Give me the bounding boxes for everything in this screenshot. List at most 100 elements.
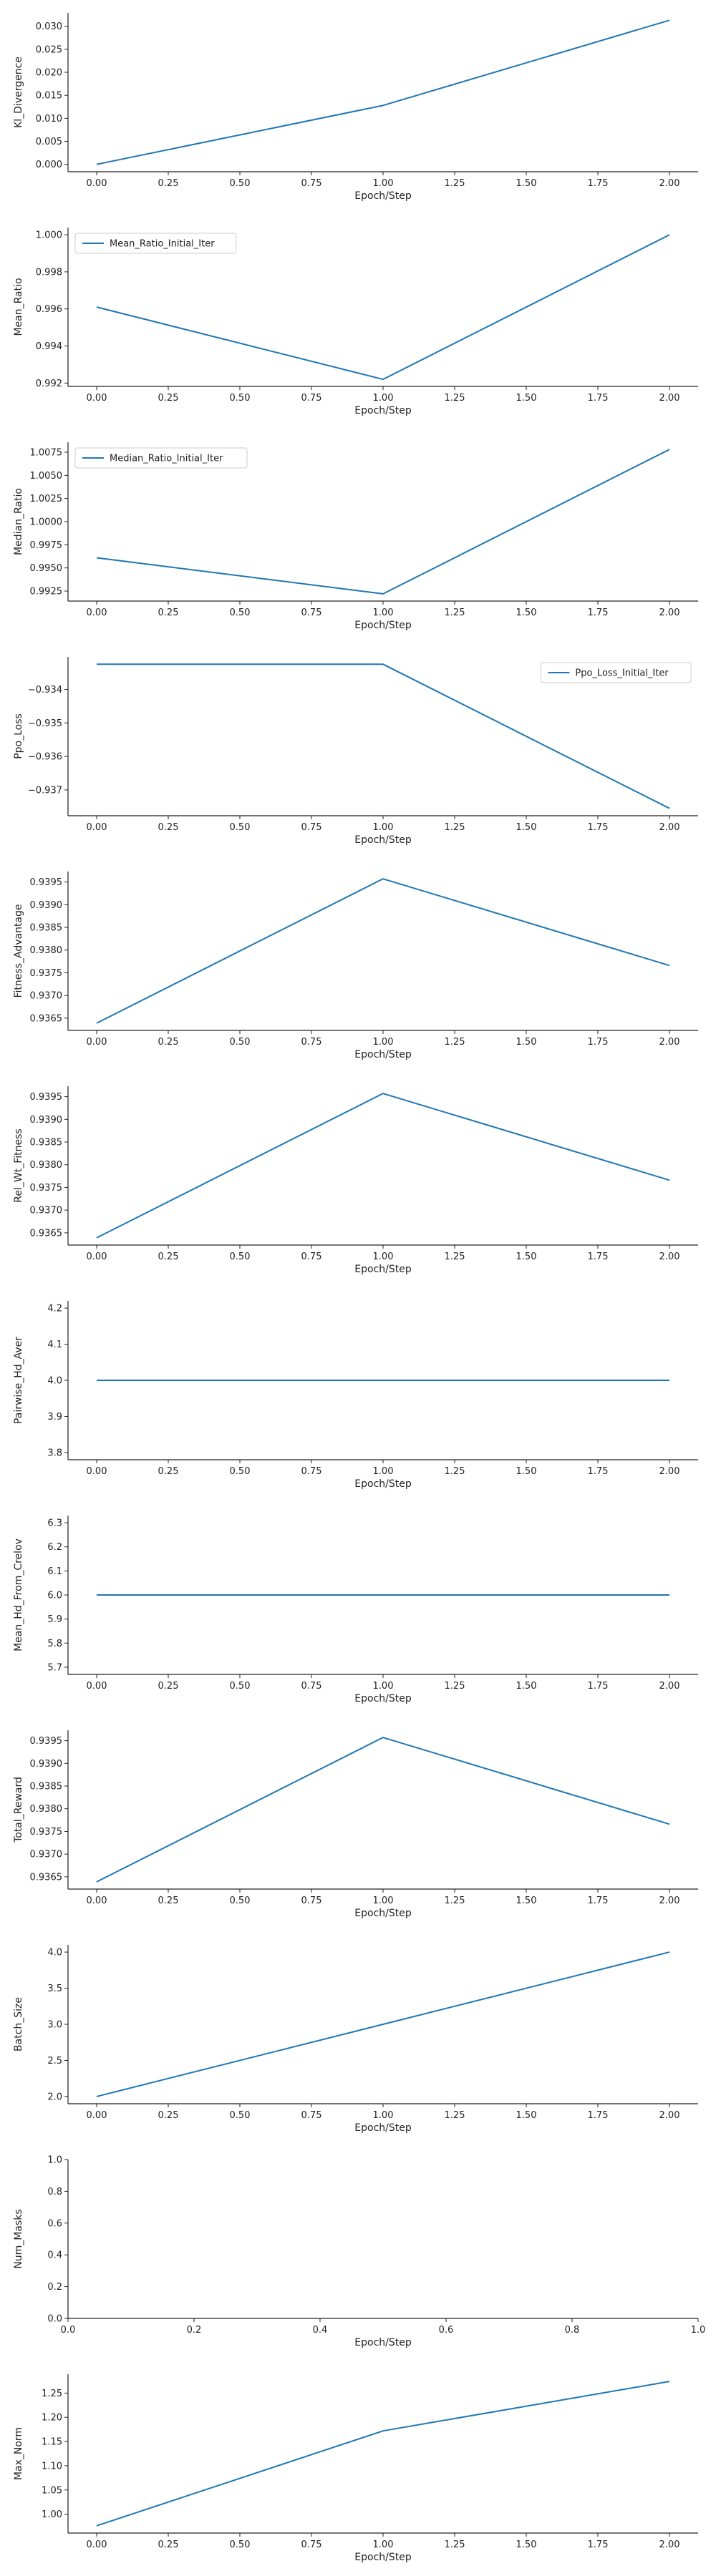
legend-entry: Median_Ratio_Initial_Iter bbox=[110, 454, 223, 464]
x-tick-label: 0.50 bbox=[230, 1037, 251, 1048]
x-tick-label: 1.50 bbox=[516, 2110, 537, 2121]
x-tick-label: 0.00 bbox=[87, 393, 107, 404]
x-tick-label: 0.0 bbox=[61, 2325, 76, 2336]
x-axis-label: Epoch/Step bbox=[354, 1478, 412, 1490]
y-tick-label: 6.0 bbox=[47, 1591, 62, 1601]
y-axis-label: Pairwise_Hd_Aver bbox=[13, 1337, 24, 1424]
y-tick-label: 3.0 bbox=[47, 2020, 62, 2031]
x-tick-label: 0.8 bbox=[565, 2325, 580, 2336]
y-tick-label: 0.996 bbox=[36, 304, 62, 315]
x-axis-label: Epoch/Step bbox=[354, 1049, 412, 1060]
y-tick-label: 0.000 bbox=[36, 160, 62, 170]
y-tick-label: 1.25 bbox=[42, 2389, 62, 2399]
x-tick-label: 0.50 bbox=[230, 2540, 251, 2550]
y-tick-label: 0.9950 bbox=[30, 563, 63, 574]
y-tick-label: 6.2 bbox=[47, 1542, 62, 1553]
y-tick-label: 0.9395 bbox=[30, 1092, 63, 1103]
y-tick-label: 4.0 bbox=[47, 1948, 62, 1958]
series-line bbox=[96, 449, 670, 595]
x-tick-label: 0.00 bbox=[87, 2110, 107, 2121]
x-tick-label: 1.75 bbox=[588, 1466, 609, 1477]
x-tick-label: 1.25 bbox=[445, 2540, 465, 2550]
x-tick-label: 0.00 bbox=[87, 1896, 107, 1906]
x-tick-label: 2.00 bbox=[659, 178, 680, 189]
y-tick-label: 3.8 bbox=[47, 1448, 62, 1458]
y-tick-label: 5.8 bbox=[47, 1639, 62, 1649]
x-tick-label: 0.25 bbox=[158, 1896, 179, 1906]
x-axis-label: Epoch/Step bbox=[354, 620, 412, 631]
x-tick-label: 1.25 bbox=[445, 1466, 465, 1477]
y-tick-label: 0.992 bbox=[36, 379, 62, 389]
x-tick-label: 1.25 bbox=[445, 2110, 465, 2121]
x-tick-label: 2.00 bbox=[659, 2540, 680, 2550]
x-tick-label: 1.25 bbox=[445, 178, 465, 189]
legend-entry: Mean_Ratio_Initial_Iter bbox=[110, 239, 215, 250]
x-tick-label: 0.50 bbox=[230, 1896, 251, 1906]
x-tick-label: 1.25 bbox=[445, 1681, 465, 1692]
x-tick-label: 1.75 bbox=[588, 2110, 609, 2121]
chart-panel-5: 0.00 0.25 0.50 0.75 1.00 1.25 1.50 1.75 2.00 0.93… bbox=[13, 872, 698, 1060]
x-tick-label: 0.75 bbox=[301, 178, 322, 189]
series-line bbox=[96, 878, 670, 1024]
y-tick-label: 5.9 bbox=[47, 1614, 62, 1625]
y-tick-label: 0.9365 bbox=[30, 1013, 63, 1024]
x-tick-label: 2.00 bbox=[659, 1896, 680, 1906]
x-axis-label: Epoch/Step bbox=[354, 2122, 412, 2134]
y-tick-label: 0.9375 bbox=[30, 968, 63, 979]
y-tick-label: 0.025 bbox=[36, 44, 62, 55]
y-tick-label: 0.9925 bbox=[30, 587, 63, 597]
x-axis-label: Epoch/Step bbox=[354, 190, 412, 202]
x-tick-label: 0.75 bbox=[301, 1037, 322, 1048]
x-tick-label: 1.25 bbox=[445, 1037, 465, 1048]
x-tick-label: 0.25 bbox=[158, 1037, 179, 1048]
series-line bbox=[96, 1737, 670, 1883]
y-tick-label: 0.9380 bbox=[30, 945, 63, 956]
x-tick-label: 0.25 bbox=[158, 2540, 179, 2550]
y-tick-label: −0.934 bbox=[28, 685, 62, 696]
x-axis-label: Epoch/Step bbox=[354, 1908, 412, 1919]
legend: Median_Ratio_Initial_Iter bbox=[74, 447, 248, 469]
x-axis-label: Epoch/Step bbox=[354, 2337, 412, 2348]
x-tick-label: 1.00 bbox=[373, 608, 394, 618]
y-tick-label: 6.1 bbox=[47, 1566, 62, 1577]
x-tick-label: 0.00 bbox=[87, 1681, 107, 1692]
y-tick-label: 0.998 bbox=[36, 267, 62, 278]
y-tick-label: 0.9370 bbox=[30, 991, 63, 1002]
chart-panel-10: 0.00 0.25 0.50 0.75 1.00 1.25 1.50 1.75 2.00 2.0 2… bbox=[13, 1945, 698, 2134]
y-axis-label: Mean_Ratio bbox=[13, 278, 24, 336]
x-tick-label: 0.2 bbox=[187, 2325, 202, 2336]
x-tick-label: 0.25 bbox=[158, 178, 179, 189]
x-tick-label: 0.50 bbox=[230, 1681, 251, 1692]
x-tick-label: 1.75 bbox=[588, 1681, 609, 1692]
x-tick-label: 0.75 bbox=[301, 1466, 322, 1477]
y-axis-label: Num_Masks bbox=[13, 2209, 24, 2268]
chart-panel-6: 0.00 0.25 0.50 0.75 1.00 1.25 1.50 1.75 2.00 0.93… bbox=[13, 1086, 698, 1275]
x-tick-label: 1.75 bbox=[588, 1037, 609, 1048]
y-tick-label: −0.937 bbox=[28, 785, 62, 796]
x-tick-label: 1.50 bbox=[516, 1681, 537, 1692]
x-tick-label: 0.00 bbox=[87, 1466, 107, 1477]
x-tick-label: 0.50 bbox=[230, 393, 251, 404]
x-tick-label: 1.25 bbox=[445, 1896, 465, 1906]
x-tick-label: 1.0 bbox=[691, 2325, 706, 2336]
y-tick-label: 0.9975 bbox=[30, 540, 63, 551]
y-tick-label: 0.010 bbox=[36, 114, 62, 125]
x-tick-label: 2.00 bbox=[659, 1466, 680, 1477]
y-tick-label: 0.8 bbox=[47, 2187, 62, 2197]
y-tick-label: 1.0 bbox=[47, 2155, 62, 2166]
y-tick-label: 0.9365 bbox=[30, 1872, 63, 1883]
x-tick-label: 0.50 bbox=[230, 2110, 251, 2121]
x-tick-label: 1.25 bbox=[445, 1252, 465, 1262]
y-tick-label: 0.9395 bbox=[30, 877, 63, 888]
x-tick-label: 1.00 bbox=[373, 2540, 394, 2550]
series-line bbox=[96, 1093, 670, 1239]
x-tick-label: 1.75 bbox=[588, 178, 609, 189]
x-tick-label: 0.00 bbox=[87, 608, 107, 618]
x-tick-label: 0.50 bbox=[230, 608, 251, 618]
x-axis-label: Epoch/Step bbox=[354, 1693, 412, 1704]
x-tick-label: 1.50 bbox=[516, 393, 537, 404]
y-tick-label: 4.0 bbox=[47, 1376, 62, 1387]
chart-panel-11: 0.0 0.2 0.4 0.6 0.8 1.0 0.0 0.2 0.4 0.6 0.8 1.0 Epoc… bbox=[13, 2155, 705, 2349]
series-line bbox=[96, 234, 670, 381]
